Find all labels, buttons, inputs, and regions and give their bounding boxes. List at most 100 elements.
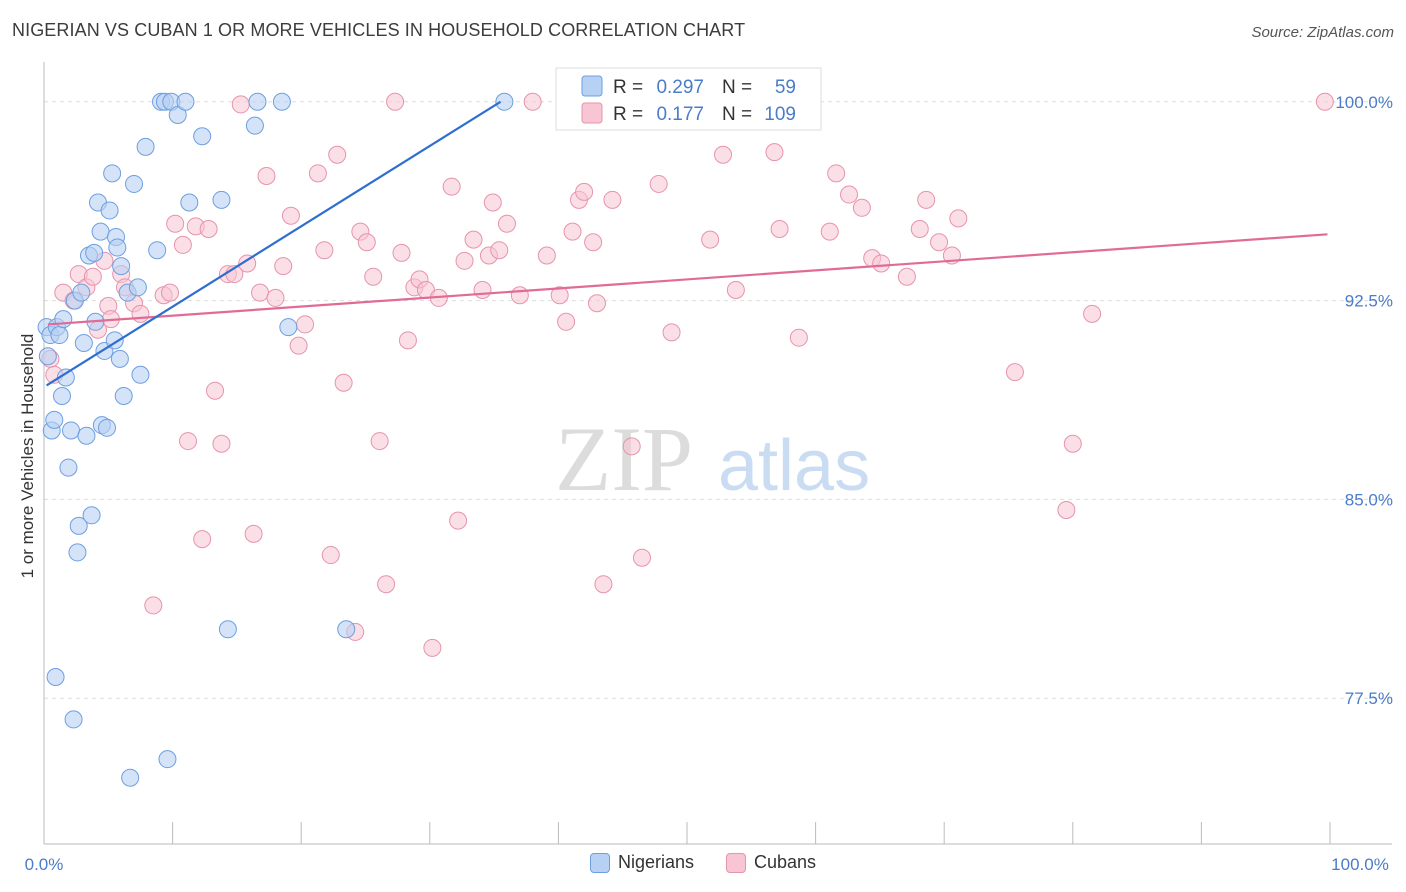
legend-label-nigerians: Nigerians — [617, 852, 694, 872]
cubans-point — [632, 548, 651, 567]
legend-swatch-cubans — [726, 852, 746, 873]
cubans-point — [949, 209, 968, 228]
legend-swatch-nigerians — [589, 852, 610, 873]
nigerians-point — [103, 164, 122, 183]
nigerians-point — [91, 222, 110, 241]
x-tick-label: 0.0% — [25, 855, 64, 874]
y-axis-label: 1 or more Vehicles in Household — [18, 334, 37, 579]
y-tick-label: 100.0% — [1335, 93, 1393, 112]
nigerians-point — [74, 333, 93, 352]
cubans-points — [41, 92, 1334, 657]
nigerians-point — [218, 620, 237, 639]
cubans-point — [701, 230, 720, 249]
cubans-point — [423, 638, 442, 657]
nigerians-point — [45, 410, 64, 429]
cubans-point — [622, 437, 641, 456]
cubans-point — [523, 92, 542, 111]
cubans-point — [251, 283, 270, 302]
cubans-point — [1057, 500, 1076, 519]
cubans-point — [1083, 304, 1102, 323]
nigerians-point — [495, 92, 514, 111]
nigerians-point — [54, 310, 73, 329]
nigerians-point — [62, 421, 81, 440]
cubans-point — [131, 304, 150, 323]
nigerians-point — [121, 768, 140, 787]
cubans-point — [852, 198, 871, 217]
cubans-point — [315, 241, 334, 260]
cubans-point — [179, 432, 198, 451]
nigerians-point — [148, 241, 167, 260]
cubans-point — [473, 280, 492, 299]
cubans-point — [1315, 92, 1334, 111]
nigerians-point — [59, 458, 78, 477]
y-tick-label: 85.0% — [1345, 490, 1393, 509]
cubans-point — [603, 190, 622, 209]
cubans-point — [199, 220, 218, 239]
cubans-point — [483, 193, 502, 212]
cubans-point — [557, 312, 576, 331]
y-tick-label: 92.5% — [1345, 292, 1393, 311]
cubans-point — [206, 381, 225, 400]
nigerians-point — [110, 349, 129, 368]
cubans-point — [321, 546, 340, 565]
nigerians-point — [136, 137, 155, 156]
cubans-point — [144, 596, 163, 615]
cubans-point — [789, 328, 808, 347]
cubans-point — [449, 511, 468, 530]
cubans-point — [257, 166, 276, 185]
cubans-point — [83, 267, 102, 286]
nigerians-point — [85, 243, 104, 262]
cubans-point — [334, 373, 353, 392]
legend-stats-swatch — [581, 75, 603, 97]
nigerians-point — [69, 516, 88, 535]
nigerians-point — [212, 190, 231, 209]
cubans-point — [464, 230, 483, 249]
cubans-point — [386, 92, 405, 111]
cubans-point — [274, 257, 293, 276]
legend-stats: R = 0.297 N = 59 R = 0.177 N = 109 — [555, 67, 822, 131]
nigerians-point — [248, 92, 267, 111]
nigerians-point — [272, 92, 291, 111]
legend-r-value: 0.177 — [656, 104, 704, 125]
cubans-point — [308, 164, 327, 183]
cubans-point — [662, 323, 681, 342]
legend-n-label: N = — [722, 104, 752, 125]
cubans-point — [357, 233, 376, 252]
cubans-trend-line — [47, 233, 1328, 326]
cubans-point — [930, 233, 949, 252]
cubans-point — [840, 185, 859, 204]
watermark-zip: ZIP — [555, 408, 693, 510]
cubans-point — [714, 145, 733, 164]
cubans-point — [1005, 363, 1024, 382]
cubans-point — [917, 190, 936, 209]
cubans-point — [563, 222, 582, 241]
legend-item-cubans[interactable]: Cubans — [726, 852, 816, 873]
cubans-point — [510, 286, 529, 305]
nigerians-point — [279, 318, 298, 337]
cubans-point — [370, 432, 389, 451]
nigerians-point — [245, 116, 264, 135]
nigerians-point — [108, 238, 127, 257]
cubans-point — [231, 95, 250, 114]
nigerians-point — [168, 106, 187, 125]
trend-lines — [45, 100, 1328, 387]
cubans-point — [550, 286, 569, 305]
cubans-point — [212, 434, 231, 453]
cubans-point — [490, 241, 509, 260]
nigerians-point — [180, 193, 199, 212]
legend-n-label: N = — [722, 77, 752, 98]
cubans-point — [537, 246, 556, 265]
legend-bottom: Nigerians Cubans — [0, 852, 1406, 873]
cubans-point — [765, 143, 784, 162]
x-tick-label: 100.0% — [1331, 855, 1389, 874]
source-label: Source: ZipAtlas.com — [1251, 24, 1394, 41]
cubans-point — [584, 233, 603, 252]
cubans-point — [328, 145, 347, 164]
grid — [44, 101, 1392, 699]
cubans-point — [173, 235, 192, 254]
nigerians-point — [158, 750, 177, 769]
legend-item-nigerians[interactable]: Nigerians — [589, 852, 694, 873]
cubans-point — [392, 243, 411, 262]
legend-label-cubans: Cubans — [754, 852, 817, 872]
